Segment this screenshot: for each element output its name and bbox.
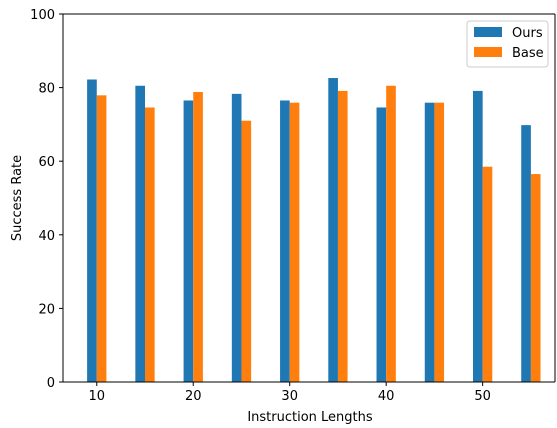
bars-layer	[87, 78, 541, 383]
bar-ours-45	[424, 102, 435, 383]
legend-label-ours: Ours	[512, 26, 543, 41]
bar-base-30	[289, 102, 300, 383]
bar-ours-15	[135, 85, 145, 382]
bar-ours-55	[521, 125, 531, 383]
bar-base-40	[386, 85, 396, 382]
bar-base-15	[145, 107, 155, 383]
axes-layer	[62, 13, 556, 383]
y-tick-label: 40	[38, 229, 55, 244]
bar-base-25	[241, 120, 252, 382]
x-tick-label: 10	[88, 389, 105, 404]
bar-ours-25	[231, 93, 242, 382]
y-tick-label: 0	[47, 376, 55, 391]
x-axis-label: Instruction Lengths	[247, 410, 373, 425]
x-tick-label: 40	[378, 389, 395, 404]
bar-base-20	[193, 92, 203, 383]
bar-base-45	[434, 102, 445, 383]
bar-base-55	[530, 174, 541, 382]
bar-ours-10	[87, 79, 97, 382]
x-tick-label: 50	[474, 389, 491, 404]
legend-swatch-base	[474, 47, 502, 57]
bar-ours-35	[328, 78, 338, 383]
y-tick-label: 20	[38, 302, 55, 317]
y-tick-label: 80	[38, 82, 55, 97]
y-axis-label: Success Rate	[10, 155, 25, 241]
bar-ours-30	[280, 100, 290, 382]
x-tick-label: 20	[185, 389, 202, 404]
legend-label-base: Base	[512, 46, 544, 61]
y-tick-label: 60	[38, 155, 55, 170]
bar-ours-40	[376, 107, 387, 383]
bar-base-35	[337, 90, 348, 383]
x-tick-label: 30	[281, 389, 298, 404]
bar-base-50	[482, 166, 493, 382]
bar-base-10	[96, 95, 107, 382]
bar-ours-20	[183, 100, 194, 382]
legend-swatch-ours	[474, 27, 502, 37]
bar-ours-50	[473, 90, 483, 383]
y-tick-label: 100	[30, 8, 55, 23]
legend: Ours Base	[466, 20, 549, 68]
ticks-layer: 10 20 30 40 50 0 20 40 60 80 100	[30, 8, 491, 404]
